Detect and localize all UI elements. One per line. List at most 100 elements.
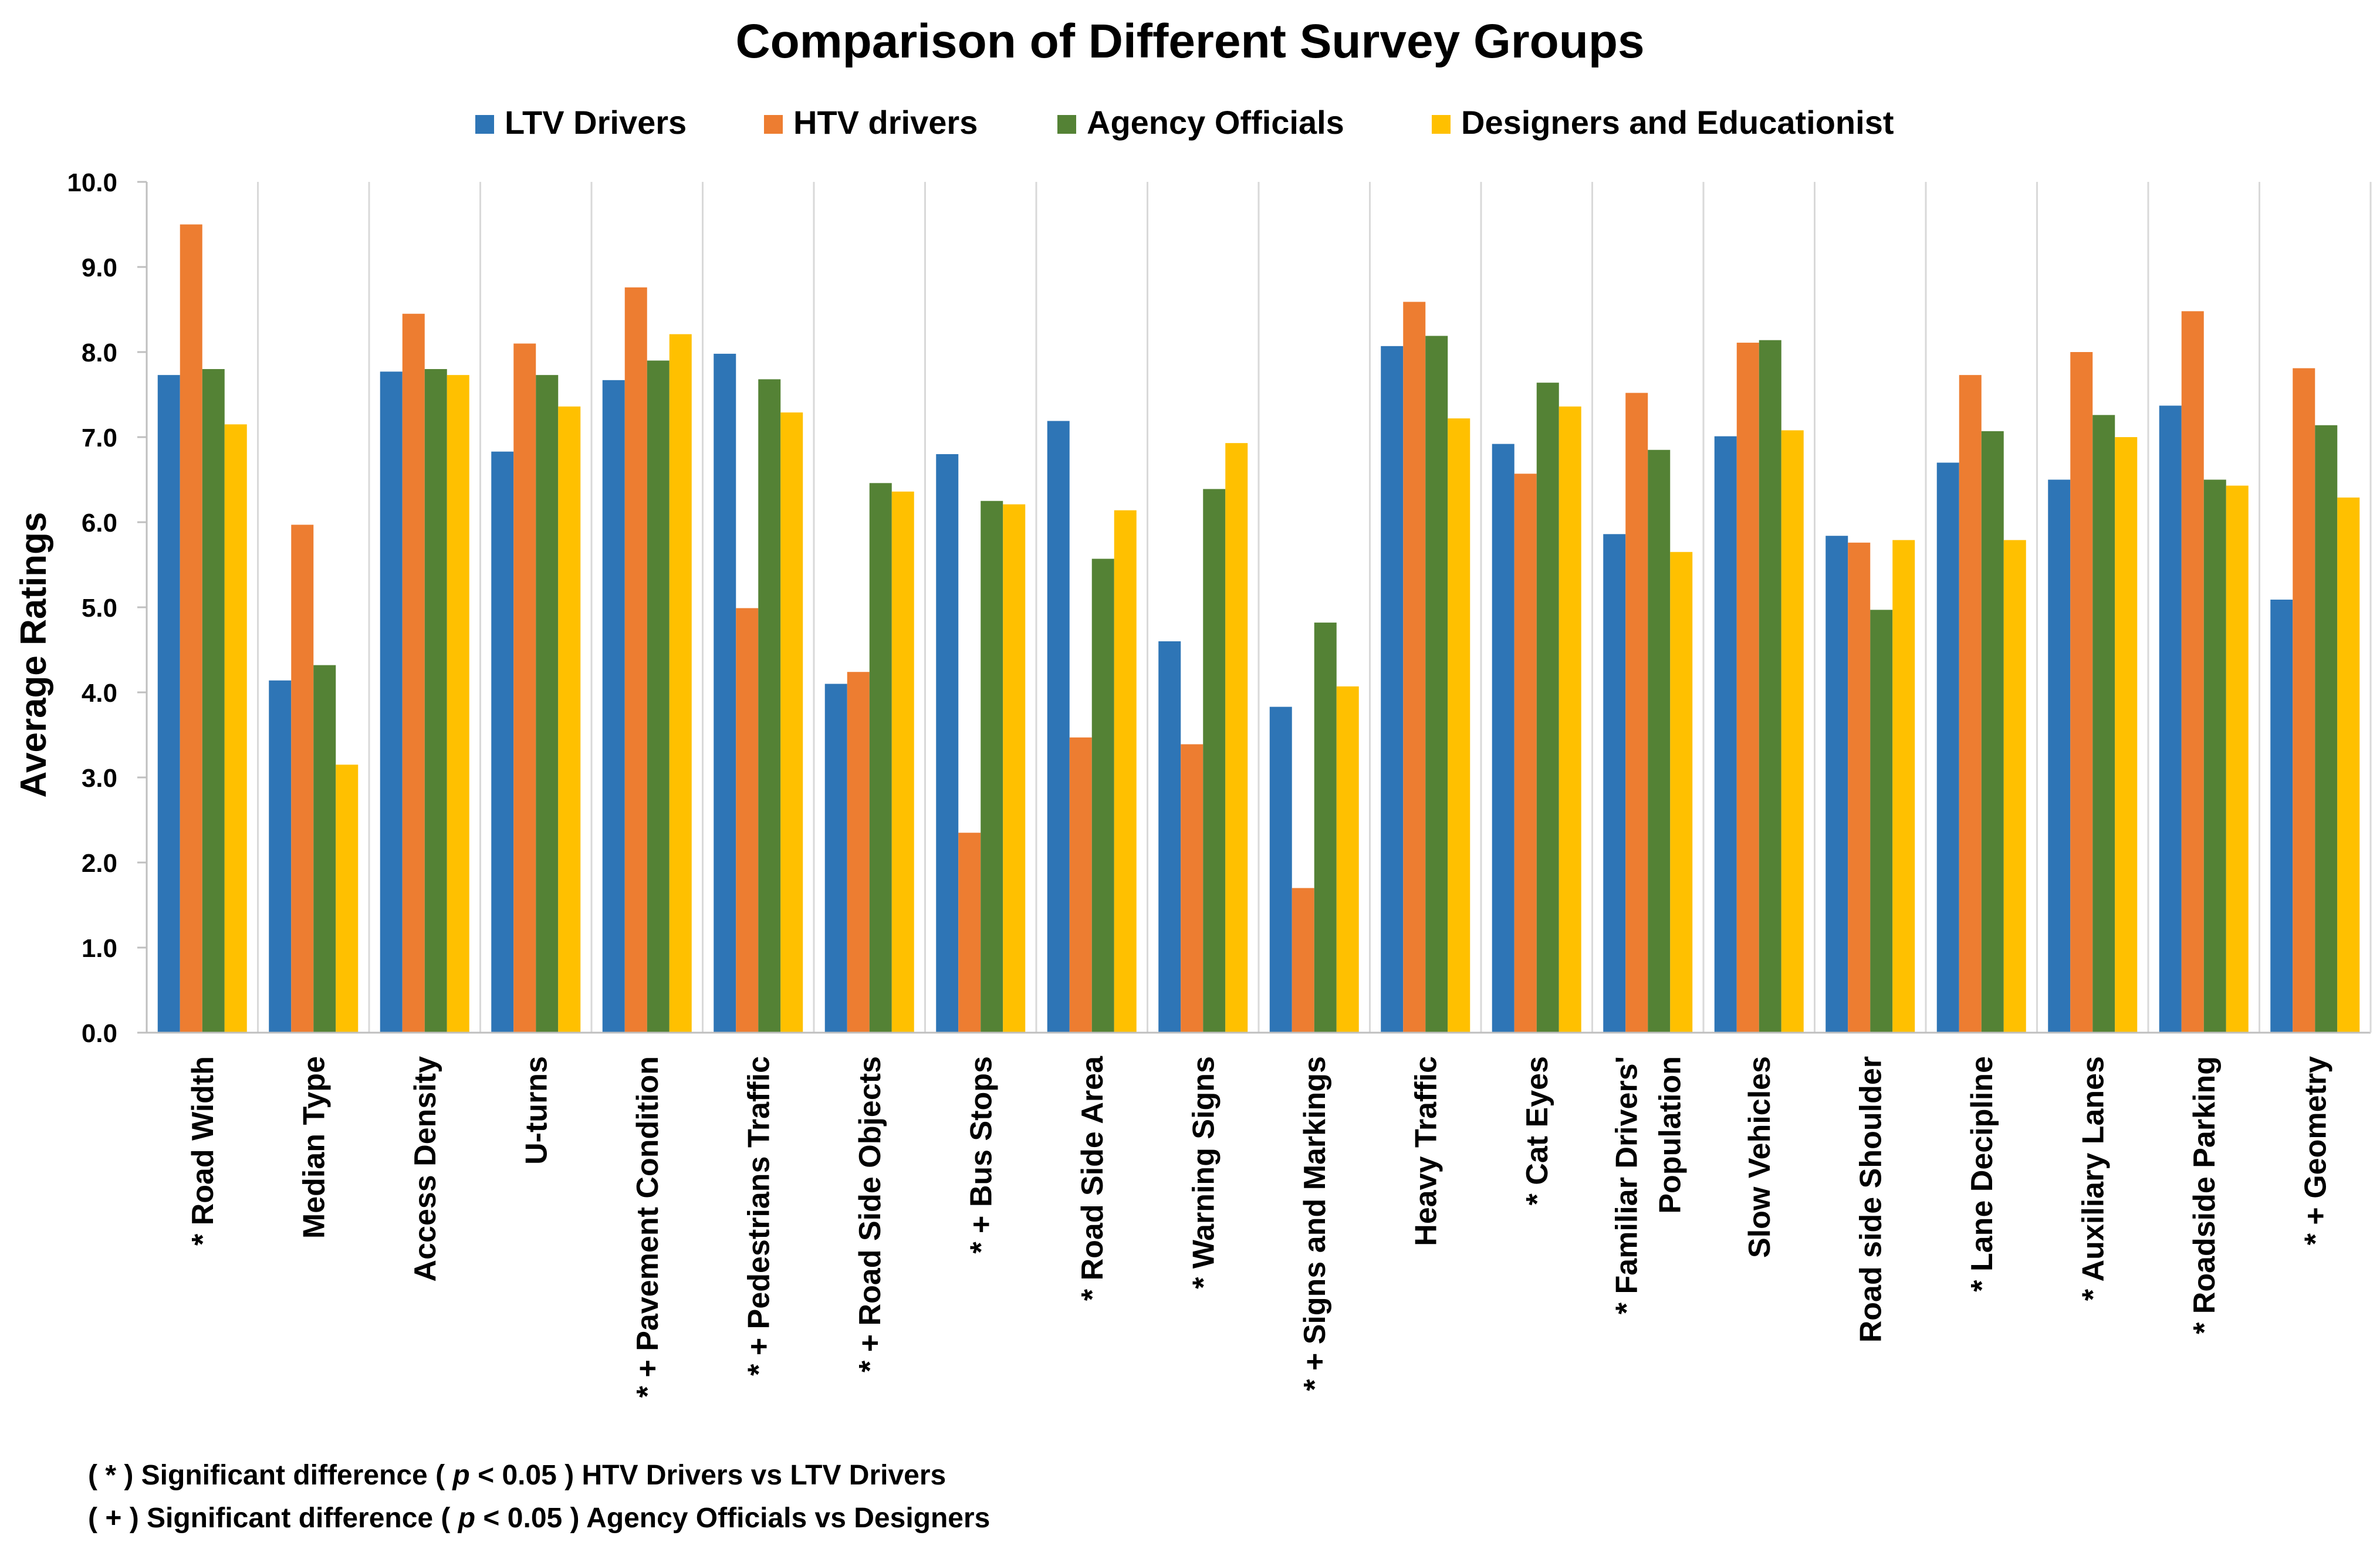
x-category-label: Median Type — [297, 1056, 331, 1239]
bar-agency-officials-10 — [1314, 623, 1337, 1033]
bar-agency-officials-12 — [1536, 383, 1559, 1033]
x-category-label: * Cat Eyes — [1520, 1056, 1554, 1205]
bar-htv-drivers-8 — [1069, 737, 1092, 1033]
bar-ltv-drivers-13 — [1603, 534, 1626, 1033]
footnote-significance-htv-ltv: ( * ) Significant difference ( p < 0.05 … — [88, 1460, 946, 1491]
x-category-label: Heavy Traffic — [1409, 1056, 1443, 1246]
bar-agency-officials-2 — [424, 369, 447, 1033]
bar-ltv-drivers-17 — [2048, 479, 2071, 1033]
y-tick-label: 3.0 — [82, 764, 117, 793]
x-axis-category-labels: * Road Width Median Type Access Density U-t… — [186, 1056, 2333, 1398]
bar-designers-and-educationist-9 — [1225, 443, 1248, 1033]
bar-ltv-drivers-16 — [1936, 462, 1959, 1033]
x-category-label: * Road Side Area — [1076, 1056, 1110, 1301]
bar-htv-drivers-10 — [1292, 888, 1314, 1033]
bar-htv-drivers-13 — [1625, 393, 1648, 1033]
footnote-significance-agency-designers: ( + ) Significant difference ( p < 0.05 … — [88, 1503, 990, 1534]
bar-htv-drivers-4 — [624, 287, 647, 1033]
y-tick-label: 4.0 — [82, 679, 117, 708]
bar-designers-and-educationist-4 — [669, 334, 692, 1033]
bar-designers-and-educationist-18 — [2226, 485, 2249, 1033]
bar-designers-and-educationist-14 — [1781, 430, 1804, 1033]
bar-designers-and-educationist-6 — [891, 491, 914, 1033]
legend-label-ltv-drivers: LTV Drivers — [505, 104, 687, 141]
bar-designers-and-educationist-7 — [1003, 504, 1026, 1033]
bar-designers-and-educationist-5 — [780, 412, 803, 1033]
bar-designers-and-educationist-19 — [2337, 497, 2360, 1033]
legend-label-htv-drivers: HTV drivers — [793, 104, 978, 141]
bar-htv-drivers-18 — [2181, 311, 2204, 1033]
x-category-label: * Familiar Drivers' — [1610, 1056, 1644, 1314]
bar-agency-officials-11 — [1425, 336, 1448, 1033]
bar-agency-officials-19 — [2315, 425, 2338, 1033]
y-axis-label: Average Ratings — [13, 512, 54, 798]
bar-agency-officials-1 — [313, 665, 336, 1033]
bar-designers-and-educationist-15 — [1892, 540, 1915, 1033]
x-category-label: * Auxiliary Lanes — [2076, 1056, 2110, 1301]
x-category-label: Access Density — [408, 1056, 442, 1282]
bar-agency-officials-4 — [647, 360, 670, 1033]
bar-htv-drivers-2 — [402, 313, 425, 1033]
x-category-label: U-turns — [519, 1056, 553, 1165]
legend-swatch-ltv-drivers — [475, 115, 494, 134]
chart-legend: LTV Drivers HTV drivers Agency Officials De… — [475, 104, 1894, 141]
bar-agency-officials-8 — [1091, 559, 1114, 1033]
bar-agency-officials-17 — [2092, 415, 2115, 1033]
x-category-label: * Warning Signs — [1186, 1056, 1221, 1289]
bar-agency-officials-5 — [758, 379, 781, 1033]
bar-htv-drivers-0 — [180, 224, 202, 1033]
bar-htv-drivers-6 — [847, 672, 870, 1033]
x-category-label: * + Pavement Condition — [631, 1056, 665, 1398]
bar-agency-officials-0 — [202, 369, 225, 1033]
x-category-label: * Road Width — [186, 1056, 220, 1246]
bar-agency-officials-9 — [1203, 489, 1226, 1033]
bar-agency-officials-6 — [869, 483, 892, 1033]
bar-designers-and-educationist-10 — [1336, 686, 1359, 1033]
x-category-label: * + Road Side Objects — [853, 1056, 887, 1372]
bar-designers-and-educationist-1 — [336, 765, 359, 1033]
legend-swatch-designers-and-educationist — [1432, 115, 1451, 134]
x-category-label: Road side Shoulder — [1854, 1056, 1888, 1342]
y-tick-label: 7.0 — [82, 424, 117, 452]
bar-htv-drivers-14 — [1736, 343, 1759, 1033]
bars — [157, 224, 2360, 1033]
bar-agency-officials-15 — [1870, 610, 1893, 1033]
bar-ltv-drivers-4 — [602, 380, 625, 1033]
bar-agency-officials-18 — [2203, 479, 2226, 1033]
x-category-label: * Roadside Parking — [2188, 1056, 2222, 1334]
category-dividers — [257, 182, 2260, 1033]
y-tick-label: 2.0 — [82, 849, 117, 878]
bar-htv-drivers-12 — [1514, 474, 1537, 1033]
x-category-label: Population — [1653, 1056, 1687, 1214]
bar-ltv-drivers-15 — [1825, 536, 1848, 1033]
legend-label-designers-and-educationist: Designers and Educationist — [1461, 104, 1894, 141]
x-category-label: * + Pedestrians Traffic — [742, 1056, 776, 1376]
bar-htv-drivers-16 — [1959, 375, 1982, 1033]
axes — [146, 182, 2372, 1034]
legend-swatch-agency-officials — [1057, 115, 1076, 134]
y-tick-label: 5.0 — [82, 594, 117, 623]
y-axis-ticks: 0.0 1.0 2.0 3.0 4.0 5.0 6.0 7.0 8.0 9.0 10.0 — [67, 168, 147, 1048]
bar-ltv-drivers-18 — [2159, 405, 2182, 1033]
x-category-label: * + Geometry — [2298, 1056, 2332, 1245]
bar-ltv-drivers-8 — [1047, 421, 1070, 1033]
bar-designers-and-educationist-0 — [224, 424, 247, 1033]
bar-designers-and-educationist-8 — [1114, 510, 1137, 1033]
bar-designers-and-educationist-13 — [1670, 552, 1693, 1033]
y-tick-label: 9.0 — [82, 253, 117, 282]
bar-htv-drivers-3 — [513, 343, 536, 1033]
bar-ltv-drivers-0 — [157, 375, 180, 1033]
bar-ltv-drivers-1 — [269, 680, 292, 1033]
bar-htv-drivers-19 — [2293, 368, 2315, 1033]
bar-ltv-drivers-3 — [491, 451, 514, 1033]
x-category-label: * + Signs and Markings — [1298, 1056, 1332, 1391]
bar-agency-officials-16 — [1981, 431, 2004, 1033]
bar-htv-drivers-7 — [958, 833, 981, 1033]
legend-swatch-htv-drivers — [764, 115, 783, 134]
bar-ltv-drivers-7 — [936, 454, 959, 1033]
y-tick-label: 1.0 — [82, 934, 117, 963]
x-category-label: * + Bus Stops — [964, 1056, 998, 1254]
bar-designers-and-educationist-17 — [2115, 437, 2138, 1033]
y-tick-label: 8.0 — [82, 339, 117, 367]
